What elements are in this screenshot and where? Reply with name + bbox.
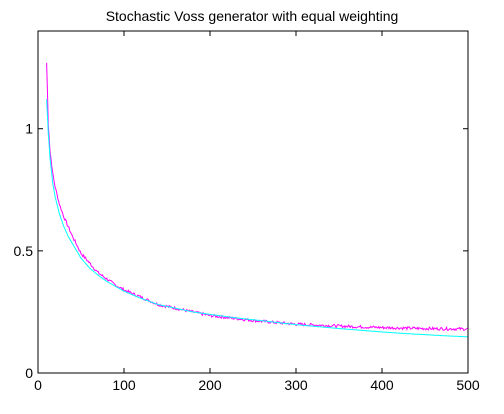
x-axis: 0 100 200 300 400 500 <box>34 31 480 393</box>
series-line-2 <box>46 99 468 338</box>
series-line-1 <box>46 62 469 332</box>
plot-frame <box>37 30 469 374</box>
y-axis: 00.51 <box>14 121 468 381</box>
x-tick-label: 100 <box>112 377 136 393</box>
x-tick-label: 0 <box>34 377 42 393</box>
y-tick-label: 0 <box>25 365 33 381</box>
x-tick-label: 500 <box>456 377 480 393</box>
chart-title: Stochastic Voss generator with equal wei… <box>106 8 399 24</box>
y-tick-label: 0.5 <box>14 243 34 259</box>
series-layer <box>46 62 469 338</box>
x-tick-label: 300 <box>284 377 308 393</box>
x-tick-label: 200 <box>198 377 222 393</box>
x-tick-label: 400 <box>370 377 394 393</box>
y-tick-label: 1 <box>25 121 33 137</box>
